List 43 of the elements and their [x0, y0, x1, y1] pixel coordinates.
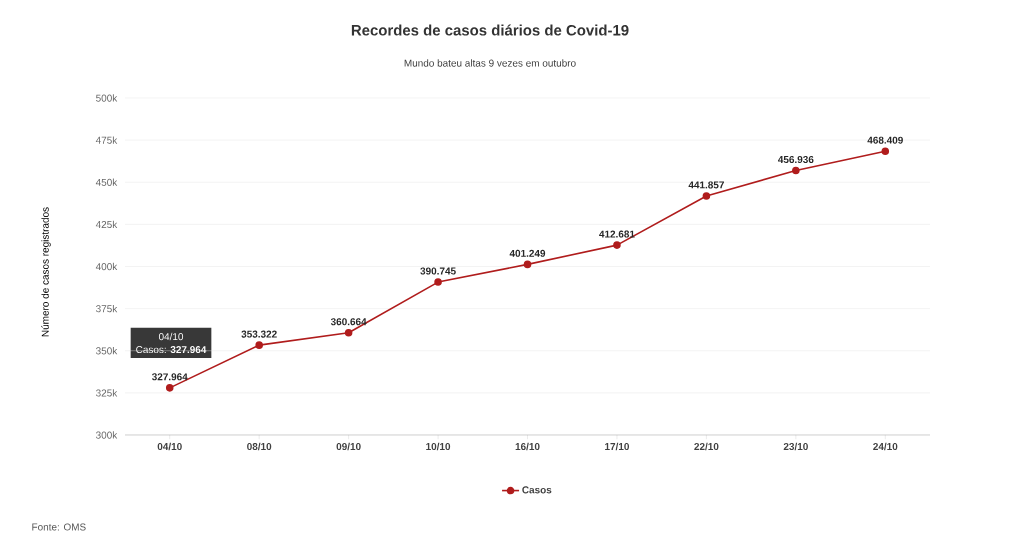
point: [165, 384, 174, 392]
data-label: 327.964: [151, 373, 188, 381]
x-tick-label: 23/10: [783, 442, 808, 451]
chart-subtitle: Mundo bateu altas 9 vezes em outubro: [404, 59, 576, 67]
y-tick-label: 475k: [95, 136, 118, 144]
x-tick-label: 17/10: [605, 442, 630, 451]
data-label: 390.745: [420, 267, 456, 275]
legend-label: Casos: [522, 486, 552, 494]
source-note: Fonte: OMS: [32, 523, 86, 531]
point: [344, 328, 353, 337]
y-tick-label: 375k: [96, 304, 118, 313]
point: [702, 192, 711, 200]
data-label: 412.681: [599, 230, 635, 238]
x-tick-label: 16/10: [515, 442, 540, 451]
point: [881, 147, 890, 156]
y-tick-label: 400k: [95, 262, 118, 271]
x-tick-label: 04/10: [157, 442, 182, 451]
point: [434, 278, 442, 286]
data-label: 353.322: [241, 330, 277, 338]
data-label: 468.409: [867, 136, 903, 144]
annotation: 04/10: [158, 332, 184, 341]
x-tick-label: 24/10: [873, 442, 898, 451]
point: [255, 341, 263, 349]
y-tick-label: 425k: [95, 220, 118, 229]
data-label: 401.249: [509, 249, 546, 257]
y-axis-title: Número de casos registrados: [41, 207, 51, 337]
y-tick-label: 500k: [96, 94, 118, 102]
point: [613, 241, 621, 249]
point: [523, 260, 532, 269]
y-tick-label: 300k: [96, 431, 118, 439]
y-tick-label: 350k: [96, 347, 118, 355]
chart-title: Recordes de casos diários de Covid-19: [351, 24, 629, 36]
point: [792, 166, 800, 175]
y-tick-label: 325k: [96, 389, 118, 397]
y-tick-label: 450k: [95, 178, 118, 186]
data-label: 456.936: [777, 155, 814, 164]
x-tick-label: 22/10: [694, 442, 719, 451]
data-label: 360.664: [330, 318, 367, 326]
annotation: Casos: 327.964: [136, 346, 207, 354]
x-tick-label: 10/10: [426, 442, 451, 451]
x-tick-label: 08/10: [247, 442, 272, 451]
data-label: 441.857: [688, 181, 724, 189]
x-tick-label: 09/10: [336, 442, 361, 451]
